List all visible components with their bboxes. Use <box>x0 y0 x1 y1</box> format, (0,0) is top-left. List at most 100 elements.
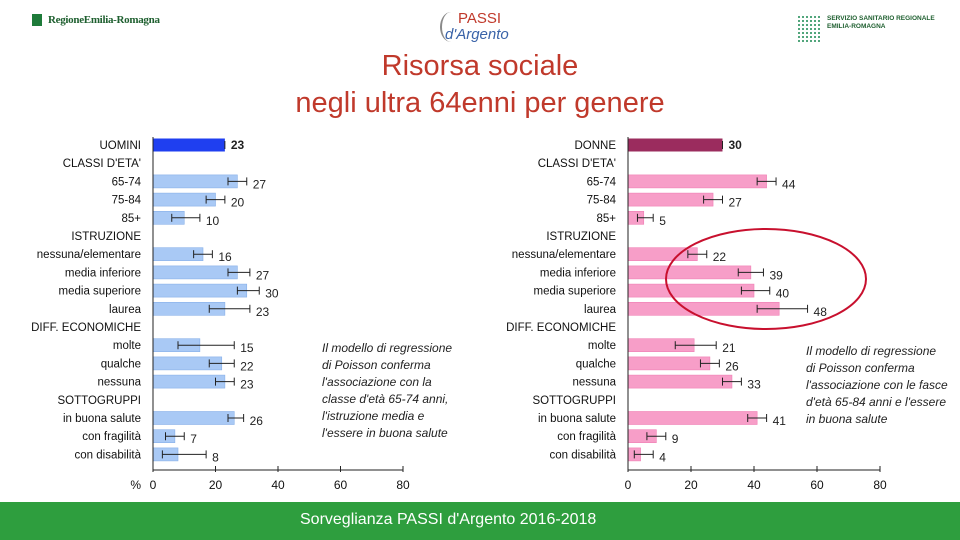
women-row-label: in buona salute <box>538 413 616 425</box>
men-row-label: 85+ <box>121 213 141 225</box>
men-x-tick-label: 20 <box>209 478 223 492</box>
men-value-label: 16 <box>218 250 232 264</box>
women-row-label: nessuna/elementare <box>512 249 616 261</box>
men-row-label: nessuna/elementare <box>37 249 141 261</box>
men-bar <box>152 174 238 189</box>
women-row-label: qualche <box>576 358 616 370</box>
footer-bar: Sorveglianza PASSI d'Argento 2016-2018 <box>0 502 960 540</box>
women-bar <box>627 247 698 261</box>
women-value-label: 41 <box>773 414 787 428</box>
men-x-tick-label: 80 <box>396 478 410 492</box>
men-bar <box>152 411 235 425</box>
men-value-label: 20 <box>231 196 245 210</box>
men-row-label: ISTRUZIONE <box>71 231 141 243</box>
men-value-label: 22 <box>240 359 254 373</box>
men-value-label: 23 <box>231 138 245 152</box>
men-row-label: con disabilità <box>75 449 142 461</box>
men-axis-unit-label: % <box>130 478 141 492</box>
men-row-label: molte <box>113 340 141 352</box>
women-bar <box>627 411 758 425</box>
men-row-label: media superiore <box>59 286 141 298</box>
women-x-tick-label: 20 <box>684 478 698 492</box>
ssr-logo-line2: EMILIA-ROMAGNA <box>827 23 886 30</box>
men-bar <box>152 283 248 298</box>
men-x-tick-label: 0 <box>150 478 157 492</box>
ssr-logo: SERVIZIO SANITARIO REGIONALE EMILIA-ROMA… <box>797 15 937 43</box>
women-value-label: 44 <box>782 177 796 191</box>
men-regression-note: Il modello di regressione di Poisson con… <box>322 341 453 440</box>
men-row-label: 75-84 <box>112 195 142 207</box>
women-value-label: 26 <box>725 359 739 373</box>
women-value-label: 48 <box>814 305 828 319</box>
women-row-label: 85+ <box>596 213 616 225</box>
women-row-label: molte <box>588 340 616 352</box>
ssr-logo-line1: SERVIZIO SANITARIO REGIONALE <box>827 15 935 22</box>
title-line-2: negli ultra 64enni per genere <box>295 87 665 119</box>
men-bar <box>152 374 226 389</box>
men-row-label: nessuna <box>98 377 142 389</box>
women-row-label: media inferiore <box>540 267 616 279</box>
women-row-label: SOTTOGRUPPI <box>533 395 617 407</box>
women-row-label: nessuna <box>573 377 617 389</box>
regione-flag-icon <box>32 14 42 26</box>
highlight-circle <box>665 228 867 330</box>
women-row-label: media superiore <box>534 286 616 298</box>
women-row-label: CLASSI D'ETA' <box>538 158 616 170</box>
women-value-label: 33 <box>747 378 761 392</box>
women-bar <box>627 265 752 280</box>
men-row-label: DIFF. ECONOMICHE <box>31 322 141 334</box>
men-row-label: SOTTOGRUPPI <box>58 395 142 407</box>
women-row-label: 75-84 <box>587 195 617 207</box>
men-value-label: 8 <box>212 450 219 464</box>
men-value-label: 23 <box>256 305 270 319</box>
men-bar <box>153 138 225 152</box>
men-row-label: con fragilità <box>82 431 141 443</box>
men-row-label: CLASSI D'ETA' <box>63 158 141 170</box>
argento-logo-text: d'Argento <box>445 26 509 43</box>
women-row-label: DIFF. ECONOMICHE <box>506 322 616 334</box>
men-row-label: UOMINI <box>99 140 141 152</box>
women-row-label: 65-74 <box>587 176 617 188</box>
women-x-tick-label: 60 <box>810 478 824 492</box>
title-line-1: Risorsa sociale <box>381 50 579 82</box>
men-value-label: 15 <box>240 341 254 355</box>
page-title: Risorsa sociale negli ultra 64enni per g… <box>0 48 960 122</box>
women-bar <box>627 283 755 298</box>
men-x-tick-label: 60 <box>334 478 348 492</box>
women-regression-note: Il modello di regressione di Poisson con… <box>806 344 948 426</box>
women-bar <box>627 374 733 389</box>
women-value-label: 39 <box>769 268 783 282</box>
women-value-label: 21 <box>722 341 736 355</box>
women-value-label: 40 <box>776 287 790 301</box>
men-x-tick-label: 40 <box>271 478 285 492</box>
women-bar <box>627 192 714 207</box>
women-value-label: 9 <box>672 432 679 446</box>
men-bar <box>152 265 238 280</box>
men-value-label: 7 <box>190 432 197 446</box>
women-bar <box>627 356 711 371</box>
women-value-label: 27 <box>729 196 743 210</box>
passi-logo-text: PASSI <box>458 10 502 27</box>
ssr-grid-icon <box>797 15 821 43</box>
men-value-label: 27 <box>256 268 270 282</box>
regione-logo-text: RegioneEmilia-Romagna <box>48 14 160 26</box>
men-row-label: laurea <box>109 304 142 316</box>
footer-text: Sorveglianza PASSI d'Argento 2016-2018 <box>300 511 597 528</box>
women-value-label: 4 <box>659 450 666 464</box>
women-x-tick-label: 40 <box>747 478 761 492</box>
women-row-label: DONNE <box>574 140 616 152</box>
women-value-label: 30 <box>729 138 743 152</box>
swirl-icon <box>440 12 462 42</box>
women-row-label: laurea <box>584 304 617 316</box>
women-bar <box>627 301 780 316</box>
women-bar <box>628 138 723 152</box>
women-chart: DONNE 30 CLASSI D'ETA' 65-74 44 75-84 27 85+ 5 IS… <box>506 137 887 492</box>
men-value-label: 10 <box>206 214 220 228</box>
women-row-label: con disabilità <box>550 449 617 461</box>
passi-argento-logo: PASSI d'Argento <box>440 8 530 48</box>
men-value-label: 27 <box>253 177 267 191</box>
regione-logo: RegioneEmilia-Romagna <box>32 14 160 26</box>
women-row-label: ISTRUZIONE <box>546 231 616 243</box>
women-value-label: 22 <box>713 250 727 264</box>
